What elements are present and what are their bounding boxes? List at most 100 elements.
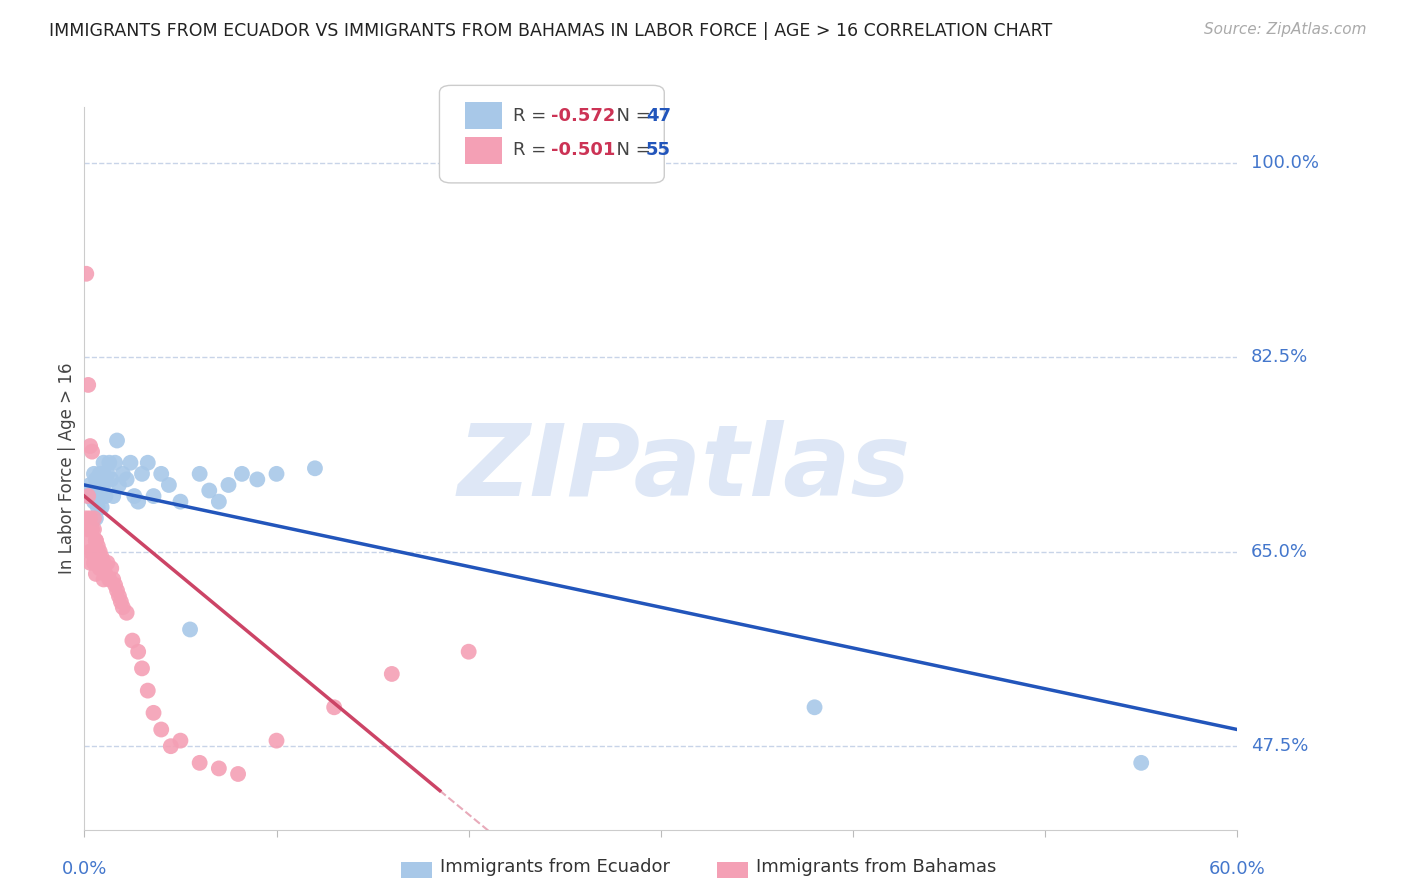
- Point: [110, 595, 132, 609]
- Point: [84, 472, 107, 486]
- Point: [87, 478, 110, 492]
- Point: [84, 511, 107, 525]
- Point: [131, 661, 153, 675]
- Point: [198, 483, 221, 498]
- Text: -0.572: -0.572: [551, 107, 616, 125]
- Point: [93, 573, 115, 587]
- Point: [77, 489, 100, 503]
- Point: [188, 756, 211, 770]
- Point: [104, 578, 127, 592]
- Text: 100.0%: 100.0%: [1251, 153, 1319, 171]
- Point: [83, 467, 105, 481]
- Point: [84, 533, 107, 548]
- Point: [89, 561, 111, 575]
- Point: [77, 489, 100, 503]
- Point: [150, 467, 173, 481]
- Point: [87, 544, 110, 558]
- Text: 0.0%: 0.0%: [62, 860, 107, 878]
- Point: [87, 539, 110, 553]
- Point: [188, 467, 211, 481]
- Point: [231, 467, 253, 481]
- FancyBboxPatch shape: [465, 102, 502, 129]
- Point: [83, 494, 105, 508]
- Point: [169, 494, 191, 508]
- Point: [87, 500, 110, 515]
- Point: [79, 439, 101, 453]
- Point: [93, 467, 115, 481]
- Point: [120, 456, 142, 470]
- Point: [105, 434, 128, 448]
- Point: [381, 667, 404, 681]
- Point: [87, 556, 110, 570]
- Point: [93, 456, 115, 470]
- Point: [127, 494, 149, 508]
- Point: [121, 633, 143, 648]
- Point: [108, 589, 131, 603]
- Point: [304, 461, 326, 475]
- Point: [94, 472, 117, 486]
- Text: Immigrants from Ecuador: Immigrants from Ecuador: [440, 858, 671, 876]
- Point: [108, 478, 131, 492]
- Point: [115, 472, 138, 486]
- Point: [103, 573, 124, 587]
- Point: [104, 456, 127, 470]
- Point: [457, 645, 479, 659]
- Point: [89, 489, 111, 503]
- Point: [98, 456, 121, 470]
- Point: [179, 623, 201, 637]
- Point: [83, 523, 105, 537]
- Point: [111, 600, 134, 615]
- Point: [1130, 756, 1153, 770]
- Text: N =: N =: [606, 142, 657, 160]
- Point: [266, 733, 288, 747]
- Point: [94, 566, 117, 581]
- Point: [77, 523, 100, 537]
- Point: [131, 467, 153, 481]
- Text: 47.5%: 47.5%: [1251, 737, 1309, 756]
- Point: [98, 573, 121, 587]
- Text: 47: 47: [645, 107, 671, 125]
- Point: [90, 550, 112, 565]
- Point: [226, 767, 249, 781]
- Point: [77, 533, 100, 548]
- Point: [89, 544, 111, 558]
- Text: 55: 55: [645, 142, 671, 160]
- FancyBboxPatch shape: [465, 136, 502, 164]
- Point: [803, 700, 825, 714]
- Point: [150, 723, 173, 737]
- Point: [77, 378, 100, 392]
- Point: [218, 478, 240, 492]
- Point: [80, 523, 103, 537]
- Point: [136, 456, 159, 470]
- FancyBboxPatch shape: [440, 86, 664, 183]
- Point: [83, 556, 105, 570]
- Point: [111, 467, 134, 481]
- Text: 82.5%: 82.5%: [1251, 348, 1309, 366]
- Point: [79, 544, 101, 558]
- Point: [100, 561, 122, 575]
- Point: [94, 489, 117, 503]
- Point: [127, 645, 149, 659]
- Point: [90, 500, 112, 515]
- Point: [93, 556, 115, 570]
- Point: [96, 467, 118, 481]
- Point: [79, 556, 101, 570]
- Point: [100, 472, 122, 486]
- Text: -0.501: -0.501: [551, 142, 616, 160]
- Text: R =: R =: [513, 142, 553, 160]
- Point: [80, 544, 103, 558]
- Text: IMMIGRANTS FROM ECUADOR VS IMMIGRANTS FROM BAHAMAS IN LABOR FORCE | AGE > 16 COR: IMMIGRANTS FROM ECUADOR VS IMMIGRANTS FR…: [49, 22, 1053, 40]
- Point: [103, 489, 124, 503]
- Point: [96, 556, 118, 570]
- Point: [136, 683, 159, 698]
- Point: [323, 700, 346, 714]
- Text: R =: R =: [513, 107, 553, 125]
- Point: [115, 606, 138, 620]
- Text: Immigrants from Bahamas: Immigrants from Bahamas: [756, 858, 997, 876]
- Y-axis label: In Labor Force | Age > 16: In Labor Force | Age > 16: [58, 362, 76, 574]
- Point: [208, 761, 231, 775]
- Point: [83, 511, 105, 525]
- Point: [142, 706, 165, 720]
- Text: 65.0%: 65.0%: [1251, 542, 1308, 561]
- Point: [80, 483, 103, 498]
